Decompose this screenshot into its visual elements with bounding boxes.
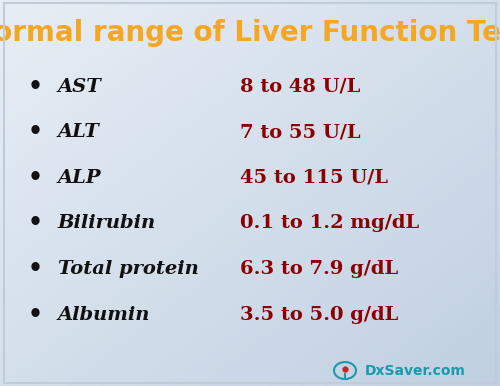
Text: Bilirubin: Bilirubin: [58, 215, 156, 232]
Text: 7 to 55 U/L: 7 to 55 U/L: [240, 124, 360, 141]
Text: Albumin: Albumin: [58, 306, 150, 323]
Text: 6.3 to 7.9 g/dL: 6.3 to 7.9 g/dL: [240, 260, 398, 278]
Text: 0.1 to 1.2 mg/dL: 0.1 to 1.2 mg/dL: [240, 215, 419, 232]
Text: •: •: [28, 212, 42, 235]
Text: 45 to 115 U/L: 45 to 115 U/L: [240, 169, 388, 187]
Text: ALP: ALP: [58, 169, 101, 187]
Text: •: •: [28, 120, 42, 144]
Text: •: •: [28, 75, 42, 99]
Text: 3.5 to 5.0 g/dL: 3.5 to 5.0 g/dL: [240, 306, 398, 323]
Text: Normal range of Liver Function Test: Normal range of Liver Function Test: [0, 19, 500, 47]
Text: •: •: [28, 257, 42, 281]
Text: •: •: [28, 303, 42, 327]
Text: •: •: [28, 166, 42, 190]
Text: ALT: ALT: [58, 124, 99, 141]
Text: Total protein: Total protein: [58, 260, 198, 278]
Text: DxSaver.com: DxSaver.com: [365, 364, 466, 378]
Text: AST: AST: [58, 78, 101, 96]
Text: 8 to 48 U/L: 8 to 48 U/L: [240, 78, 360, 96]
